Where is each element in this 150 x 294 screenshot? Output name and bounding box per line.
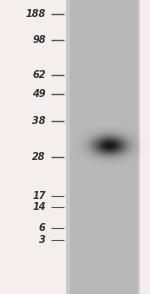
Bar — [66, 0, 140, 294]
Text: 38: 38 — [32, 116, 46, 126]
Bar — [66, 0, 70, 294]
Bar — [138, 0, 140, 294]
Text: 6: 6 — [39, 223, 46, 233]
Text: 17: 17 — [32, 191, 46, 201]
Text: 14: 14 — [32, 202, 46, 212]
Text: 62: 62 — [32, 70, 46, 80]
Text: 3: 3 — [39, 235, 46, 245]
Text: 28: 28 — [32, 152, 46, 162]
Text: 98: 98 — [32, 35, 46, 45]
Text: 49: 49 — [32, 89, 46, 99]
Text: 188: 188 — [26, 9, 46, 19]
